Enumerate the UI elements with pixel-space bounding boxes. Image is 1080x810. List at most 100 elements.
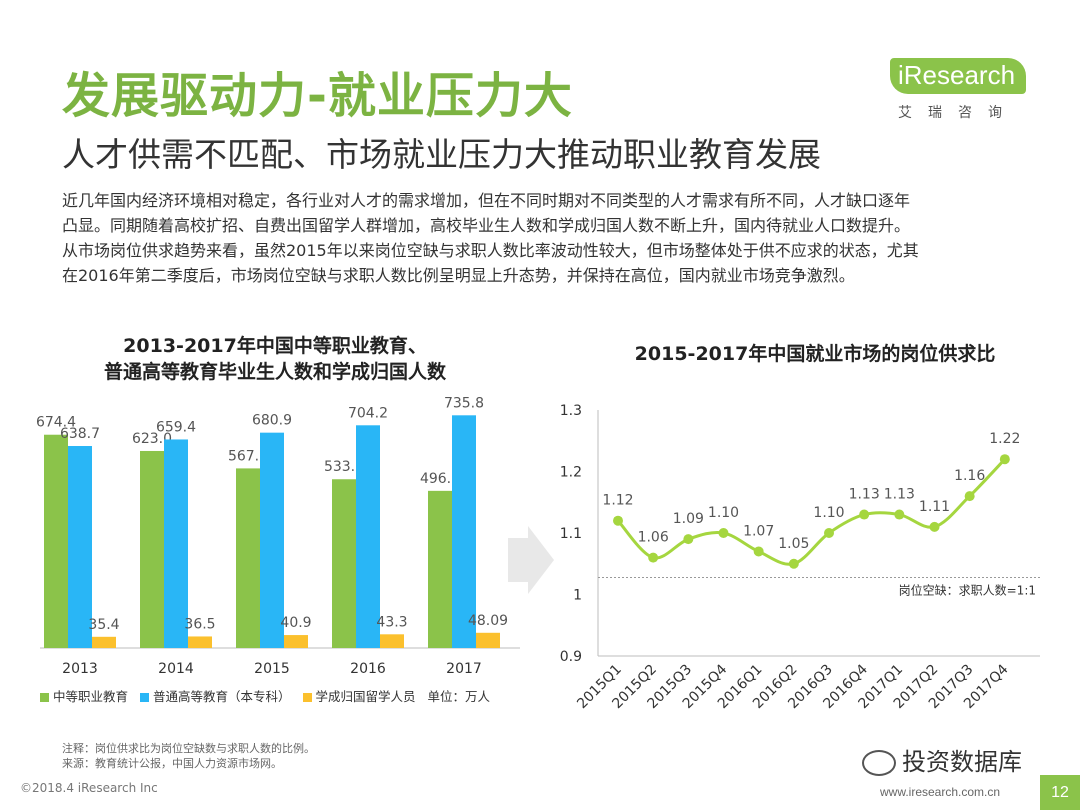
legend-label: 中等职业教育	[53, 689, 129, 704]
watermark-text: 投资数据库	[902, 748, 1022, 776]
bar-2013-series-2	[92, 636, 116, 648]
data-point	[929, 521, 940, 532]
data-point	[894, 509, 905, 520]
paragraph-line: 从市场岗位供求趋势来看，虽然2015年以来岗位空缺与求职人数比率波动性较大，但市…	[62, 241, 919, 260]
bar-value-label: 680.9	[252, 413, 292, 429]
data-point	[964, 491, 975, 502]
bar-value-label: 43.3	[376, 614, 407, 630]
bar-value-label: 567.9	[228, 448, 268, 464]
point-value-label: 1.07	[743, 523, 774, 539]
paragraph-line: 凸显。同期随着高校扩招、自费出国留学人群增加，高校毕业生人数和学成归国人数不断上…	[62, 216, 911, 235]
point-value-label: 1.13	[884, 487, 915, 503]
line-chart-title: 2015-2017年中国就业市场的岗位供求比	[634, 343, 996, 365]
bar-2017-series-0	[428, 490, 452, 648]
intro-paragraph: 近几年国内经济环境相对稳定，各行业对人才的需求增加，但在不同时期对不同类型的人才…	[62, 188, 1037, 288]
data-point	[859, 509, 870, 520]
bar-value-label: 48.09	[468, 613, 508, 629]
legend-item-returnees: 学成归国留学人员	[302, 686, 416, 705]
point-value-label: 1.10	[708, 505, 739, 521]
logo-subtext: 艾瑞咨询	[898, 105, 1018, 121]
y-tick-label: 1.3	[560, 403, 582, 419]
bar-value-label: 638.7	[60, 426, 100, 442]
point-value-label: 1.22	[989, 431, 1020, 447]
bar-2016-series-1	[356, 425, 380, 648]
bar-2016-series-0	[332, 479, 356, 648]
bar-value-label: 533.6	[324, 459, 364, 475]
bar-2015-series-0	[236, 468, 260, 648]
bar-2015-series-1	[260, 432, 284, 648]
data-point	[683, 534, 694, 545]
bar-chart-title-line1: 2013-2017年中国中等职业教育、	[123, 335, 427, 357]
y-tick-label: 1	[573, 588, 582, 604]
paragraph-line: 近几年国内经济环境相对稳定，各行业对人才的需求增加，但在不同时期对不同类型的人才…	[62, 191, 911, 210]
logo-badge	[890, 58, 1026, 94]
bar-category-label: 2016	[350, 661, 386, 677]
legend-swatch-green	[40, 693, 49, 702]
point-value-label: 1.05	[778, 536, 809, 552]
bar-value-label: 659.4	[156, 419, 196, 435]
bar-chart-title: 2013-2017年中国中等职业教育、 普通高等教育毕业生人数和学成归国人数	[40, 333, 510, 385]
logo-text: iResearch	[898, 60, 1016, 90]
arrow-shape	[508, 526, 554, 594]
bar-value-label: 674.4	[36, 415, 76, 431]
page-title: 发展驱动力-就业压力大	[62, 68, 573, 124]
point-value-label: 1.12	[602, 493, 633, 509]
data-point	[613, 515, 623, 526]
page-number: 12	[1040, 775, 1080, 810]
bar-category-label: 2015	[254, 661, 290, 677]
wechat-icon	[862, 750, 896, 776]
legend-swatch-yellow	[302, 693, 312, 702]
note-line: 注释：岗位供求比为岗位空缺数与求职人数的比例。	[62, 742, 315, 755]
data-point	[788, 558, 799, 569]
legend-swatch-blue	[140, 693, 149, 702]
bar-2017-series-2	[476, 632, 500, 648]
source-line: 来源：教育统计公报，中国人力资源市场网。	[62, 757, 282, 770]
point-value-label: 1.13	[849, 487, 880, 503]
bar-chart-legend: 中等职业教育 普通高等教育（本专科） 学成归国留学人员 单位：万人	[40, 686, 498, 704]
point-value-label: 1.10	[813, 505, 844, 521]
legend-item-higher-ed: 普通高等教育（本专科）	[140, 686, 291, 705]
bar-value-label: 35.4	[88, 617, 119, 633]
watermark: 投资数据库	[862, 742, 1022, 777]
bar-category-label: 2017	[446, 661, 482, 677]
bar-2015-series-2	[284, 635, 308, 648]
bar-2016-series-2	[380, 634, 404, 648]
bar-2013-series-0	[44, 434, 68, 648]
unit-label: 单位：万人	[427, 689, 491, 704]
legend-label: 学成归国留学人员	[315, 689, 416, 704]
point-value-label: 1.16	[954, 468, 985, 484]
data-point	[718, 528, 729, 538]
footer-url[interactable]: www.iresearch.com.cn	[880, 785, 1001, 799]
page-subtitle: 人才供需不匹配、市场就业压力大推动职业教育发展	[62, 135, 821, 174]
transition-arrow	[508, 526, 554, 594]
y-tick-label: 1.2	[560, 465, 582, 481]
bar-2013-series-1	[68, 446, 92, 648]
y-tick-label: 1.1	[560, 526, 582, 542]
bar-category-label: 2014	[158, 661, 194, 677]
notes: 注释：岗位供求比为岗位空缺数与求职人数的比例。 来源：教育统计公报，中国人力资源…	[62, 741, 315, 771]
bar-2014-series-1	[164, 439, 188, 648]
bar-category-label: 2013	[62, 661, 98, 677]
point-value-label: 1.09	[673, 511, 704, 527]
bar-chart-title-line2: 普通高等教育毕业生人数和学成归国人数	[103, 361, 446, 383]
bar-value-label: 704.2	[348, 405, 388, 421]
reference-line-label: 岗位空缺：求职人数=1:1	[899, 583, 1036, 598]
bar-2014-series-0	[140, 450, 164, 648]
bar-2014-series-2	[188, 636, 212, 648]
bar-value-label: 36.5	[184, 616, 215, 632]
copyright: ©2018.4 iResearch Inc	[20, 781, 158, 795]
bar-value-label: 40.9	[280, 615, 311, 631]
bar-2017-series-1	[452, 415, 476, 648]
y-tick-label: 0.9	[560, 649, 582, 665]
bar-value-label: 735.8	[444, 395, 484, 411]
data-point	[648, 552, 659, 563]
data-point	[824, 528, 834, 538]
bar-value-label: 496.9	[420, 471, 460, 487]
bar-value-label: 623.0	[132, 431, 172, 447]
legend-item-vocational: 中等职业教育	[40, 686, 128, 705]
paragraph-line: 在2016年第二季度后，市场岗位空缺与求职人数比例呈明显上升态势，并保持在高位，…	[62, 266, 855, 285]
point-value-label: 1.06	[638, 530, 669, 546]
